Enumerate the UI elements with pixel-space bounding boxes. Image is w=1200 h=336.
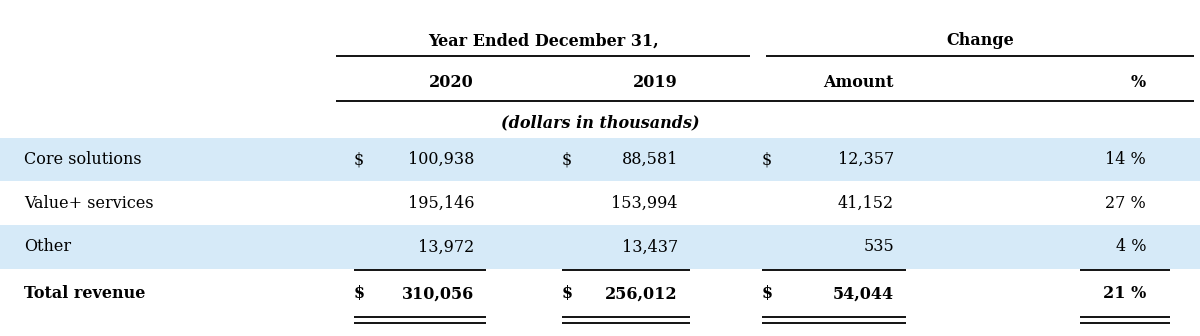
Text: 2019: 2019 bbox=[634, 74, 678, 91]
Text: $: $ bbox=[354, 286, 365, 302]
Text: $: $ bbox=[562, 286, 572, 302]
Text: 535: 535 bbox=[863, 239, 894, 255]
Text: Value+ services: Value+ services bbox=[24, 195, 154, 212]
Text: 13,437: 13,437 bbox=[622, 239, 678, 255]
Text: 310,056: 310,056 bbox=[402, 286, 474, 302]
Text: 153,994: 153,994 bbox=[612, 195, 678, 212]
Text: $: $ bbox=[562, 151, 572, 168]
Text: 54,044: 54,044 bbox=[833, 286, 894, 302]
Text: 14 %: 14 % bbox=[1105, 151, 1146, 168]
FancyBboxPatch shape bbox=[0, 225, 1200, 269]
Text: 12,357: 12,357 bbox=[838, 151, 894, 168]
Text: 27 %: 27 % bbox=[1105, 195, 1146, 212]
Text: Year Ended December 31,: Year Ended December 31, bbox=[427, 33, 659, 49]
Text: 2020: 2020 bbox=[430, 74, 474, 91]
Text: Other: Other bbox=[24, 239, 71, 255]
Text: Change: Change bbox=[946, 33, 1014, 49]
Text: 13,972: 13,972 bbox=[418, 239, 474, 255]
Text: Amount: Amount bbox=[823, 74, 894, 91]
Text: (dollars in thousands): (dollars in thousands) bbox=[500, 114, 700, 131]
FancyBboxPatch shape bbox=[0, 138, 1200, 181]
Text: 256,012: 256,012 bbox=[605, 286, 678, 302]
Text: 195,146: 195,146 bbox=[408, 195, 474, 212]
Text: 21 %: 21 % bbox=[1103, 286, 1146, 302]
Text: Core solutions: Core solutions bbox=[24, 151, 142, 168]
Text: %: % bbox=[1130, 74, 1146, 91]
Text: 88,581: 88,581 bbox=[622, 151, 678, 168]
Text: Total revenue: Total revenue bbox=[24, 286, 145, 302]
Text: 4 %: 4 % bbox=[1116, 239, 1146, 255]
Text: 100,938: 100,938 bbox=[408, 151, 474, 168]
Text: $: $ bbox=[762, 151, 773, 168]
Text: 41,152: 41,152 bbox=[838, 195, 894, 212]
Text: $: $ bbox=[762, 286, 773, 302]
Text: $: $ bbox=[354, 151, 365, 168]
